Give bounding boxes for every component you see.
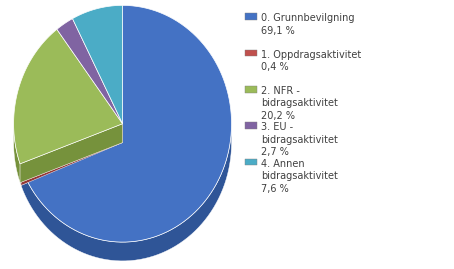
Text: 4. Annen
bidragsaktivitet
7,6 %: 4. Annen bidragsaktivitet 7,6 % (261, 159, 338, 193)
Polygon shape (21, 5, 232, 242)
Bar (245, 86, 257, 93)
Polygon shape (20, 124, 123, 183)
Polygon shape (14, 29, 123, 164)
Polygon shape (21, 124, 123, 185)
Bar (245, 50, 257, 56)
Polygon shape (20, 124, 123, 183)
Text: 1. Oppdragsaktivitet
0,4 %: 1. Oppdragsaktivitet 0,4 % (261, 50, 361, 72)
Text: 0. Grunnbevilgning
69,1 %: 0. Grunnbevilgning 69,1 % (261, 13, 355, 36)
Polygon shape (57, 19, 123, 124)
Polygon shape (20, 164, 21, 185)
Bar (245, 13, 257, 20)
Text: 3. EU -
bidragsaktivitet
2,7 %: 3. EU - bidragsaktivitet 2,7 % (261, 122, 338, 157)
Polygon shape (20, 124, 123, 167)
Polygon shape (14, 125, 20, 183)
Polygon shape (21, 124, 123, 185)
Polygon shape (73, 5, 123, 124)
Text: 2. NFR -
bidragsaktivitet
20,2 %: 2. NFR - bidragsaktivitet 20,2 % (261, 86, 338, 121)
Polygon shape (21, 125, 232, 261)
Bar (245, 122, 257, 129)
Bar (245, 159, 257, 165)
